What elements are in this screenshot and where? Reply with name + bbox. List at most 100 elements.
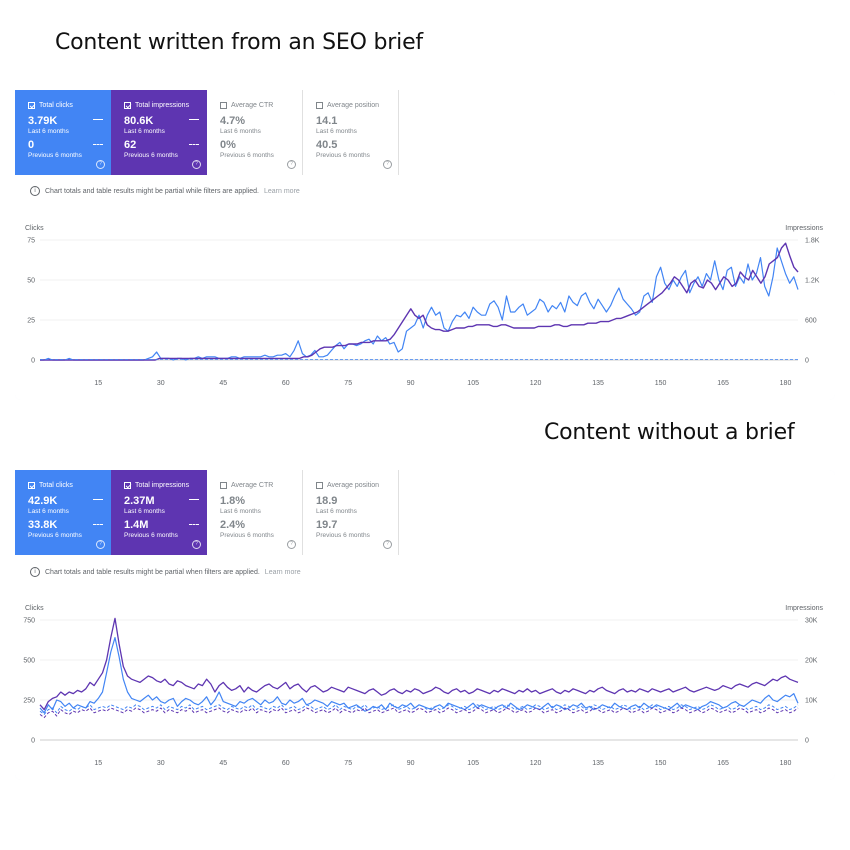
y-tick-left: 0: [31, 358, 35, 365]
x-tick: 165: [717, 380, 729, 387]
y-axis-title-left: Clicks: [25, 225, 44, 232]
y-axis-title-right: Impressions: [785, 225, 823, 232]
y-tick-right: 0: [805, 358, 809, 365]
checkbox-icon[interactable]: [220, 482, 227, 489]
heading-without-brief: Content without a brief: [544, 420, 795, 445]
card-value: 2.37M: [124, 495, 155, 507]
card-label: Average CTR: [231, 482, 274, 489]
x-tick: 90: [407, 760, 415, 767]
series-line-1: [40, 242, 799, 361]
card-prev-period: Previous 6 months: [316, 532, 370, 539]
card-value: 4.7%: [220, 115, 246, 127]
card-value: 14.1: [316, 115, 338, 127]
card-label: Average position: [327, 482, 380, 489]
performance-panel-2: Total clicks 42.9K Last 6 months 33.8K P…: [15, 470, 835, 780]
series-line-1: [39, 617, 799, 711]
card-prev-period: Previous 6 months: [220, 152, 274, 159]
help-icon[interactable]: ?: [383, 160, 392, 169]
card-prev-period: Previous 6 months: [28, 532, 82, 539]
x-tick: 30: [157, 380, 165, 387]
card-period: Last 6 months: [124, 128, 165, 135]
x-tick: 105: [467, 760, 479, 767]
dashed-line-icon: [189, 144, 199, 145]
card-label: Total clicks: [39, 102, 73, 109]
series-line-3: [39, 707, 799, 719]
learn-more-link[interactable]: Learn more: [264, 187, 300, 195]
y-tick-left: 50: [27, 278, 35, 285]
solid-line-icon: [93, 119, 103, 120]
checkbox-icon[interactable]: [28, 482, 35, 489]
y-tick-right: 0: [805, 738, 809, 745]
metric-cards: Total clicks 42.9K Last 6 months 33.8K P…: [15, 470, 399, 555]
x-tick: 105: [467, 380, 479, 387]
card-prev-period: Previous 6 months: [220, 532, 274, 539]
y-tick-right: 1.8K: [805, 238, 820, 245]
help-icon[interactable]: ?: [192, 160, 201, 169]
y-axis-title-right: Impressions: [785, 605, 823, 612]
card-value: 18.9: [316, 495, 338, 507]
help-icon[interactable]: ?: [192, 540, 201, 549]
y-tick-left: 75: [27, 238, 35, 245]
x-tick: 165: [717, 760, 729, 767]
filter-notice: i Chart totals and table results might b…: [30, 186, 300, 196]
learn-more-link[interactable]: Learn more: [264, 568, 301, 576]
card-prev-period: Previous 6 months: [124, 532, 178, 539]
y-tick-right: 10K: [805, 698, 818, 705]
card-total-clicks[interactable]: Total clicks 42.9K Last 6 months 33.8K P…: [15, 470, 111, 555]
card-prev-period: Previous 6 months: [124, 152, 178, 159]
dashed-line-icon: [189, 524, 199, 525]
card-total-impressions[interactable]: Total impressions 2.37M Last 6 months 1.…: [111, 470, 207, 555]
card-label: Total impressions: [135, 102, 190, 109]
solid-line-icon: [189, 499, 199, 500]
card-period: Last 6 months: [220, 508, 261, 515]
checkbox-icon[interactable]: [316, 482, 323, 489]
help-icon[interactable]: ?: [287, 540, 296, 549]
checkbox-icon[interactable]: [316, 102, 323, 109]
card-average-ctr[interactable]: Average CTR 1.8% Last 6 months 2.4% Prev…: [207, 470, 303, 555]
help-icon[interactable]: ?: [96, 540, 105, 549]
help-icon[interactable]: ?: [96, 160, 105, 169]
card-prev-value: 2.4%: [220, 519, 246, 531]
card-average-position[interactable]: Average position 14.1 Last 6 months 40.5…: [303, 90, 399, 175]
card-value: 1.8%: [220, 495, 246, 507]
card-period: Last 6 months: [28, 508, 69, 515]
card-prev-period: Previous 6 months: [316, 152, 370, 159]
checkbox-icon[interactable]: [220, 102, 227, 109]
card-average-position[interactable]: Average position 18.9 Last 6 months 19.7…: [303, 470, 399, 555]
checkbox-icon[interactable]: [124, 482, 131, 489]
x-tick: 60: [282, 760, 290, 767]
card-period: Last 6 months: [316, 128, 357, 135]
card-value: 42.9K: [28, 495, 58, 507]
performance-chart-1: Clicks Impressions 75 1.8K 50 1.2K 25 600 0 0 15 30…: [25, 225, 824, 387]
card-period: Last 6 months: [124, 508, 165, 515]
card-total-impressions[interactable]: Total impressions 80.6K Last 6 months 62…: [111, 90, 207, 175]
card-total-clicks[interactable]: Total clicks 3.79K Last 6 months 0 Previ…: [15, 90, 111, 175]
card-period: Last 6 months: [316, 508, 357, 515]
y-tick-right: 600: [805, 318, 817, 325]
y-tick-left: 25: [27, 318, 35, 325]
card-prev-period: Previous 6 months: [28, 152, 82, 159]
card-label: Average CTR: [231, 102, 274, 109]
y-tick-left: 0: [31, 738, 35, 745]
x-tick: 75: [344, 760, 352, 767]
help-icon[interactable]: ?: [383, 540, 392, 549]
performance-panel-1: Total clicks 3.79K Last 6 months 0 Previ…: [15, 90, 835, 400]
help-icon[interactable]: ?: [287, 160, 296, 169]
performance-chart-2: Clicks Impressions 750 30K 500 20K 250 10K 0 0 15 3…: [23, 605, 823, 767]
x-tick: 15: [94, 380, 102, 387]
checkbox-icon[interactable]: [124, 102, 131, 109]
card-period: Last 6 months: [28, 128, 69, 135]
card-prev-value: 0%: [220, 139, 236, 151]
dashed-line-icon: [93, 144, 103, 145]
x-tick: 180: [780, 760, 792, 767]
x-tick: 60: [282, 380, 290, 387]
card-label: Total clicks: [39, 482, 73, 489]
checkbox-icon[interactable]: [28, 102, 35, 109]
card-prev-value: 1.4M: [124, 519, 149, 531]
card-label: Total impressions: [135, 482, 190, 489]
x-tick: 120: [530, 380, 542, 387]
x-tick: 135: [592, 760, 604, 767]
y-tick-right: 1.2K: [805, 278, 820, 285]
card-average-ctr[interactable]: Average CTR 4.7% Last 6 months 0% Previo…: [207, 90, 303, 175]
x-tick: 90: [407, 380, 415, 387]
